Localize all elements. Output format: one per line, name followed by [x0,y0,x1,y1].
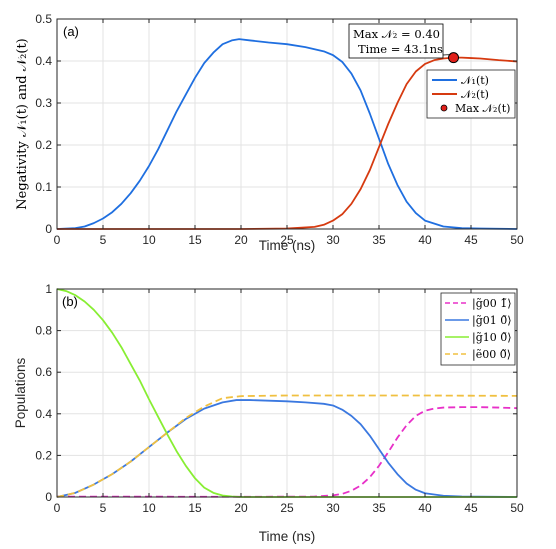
panel-a-ytick-label-0: 0 [45,222,52,236]
panel-a-label: (a) [63,24,79,39]
panel-b-xtick-label-6: 30 [326,501,340,515]
panel-a-ytick-label-5: 0.5 [35,12,52,26]
legend-b-label-3: |ẽ00 0̃⟩ [472,348,511,362]
panel-b-xtick-label-8: 40 [418,501,432,515]
annotation-line2: Time = 43.1ns [358,42,443,56]
panel-a: 0 5 10 15 20 25 30 35 40 45 50 0 0.1 0.2 0.3 0.4 0.5 (a)… [15,12,524,253]
panel-b-xtick-label-5: 25 [280,501,294,515]
panel-b-legend: |g̃00 1̃⟩ |g̃01 0̃⟩ |g̃10 0̃⟩ |ẽ00 0̃⟩ [440,292,516,366]
panel-a-xtick-label-10: 50 [510,233,524,247]
panel-b-xlabel: Time (ns) [259,529,316,544]
panel-b-ytick-label-4: 0.8 [35,324,52,338]
panel-a-xtick-label-2: 10 [142,233,156,247]
panel-b-xtick-label-10: 50 [510,501,524,515]
panel-b-series-line-2 [56,288,517,498]
panel-a-ytick-label-4: 0.4 [35,54,52,68]
panel-b-legend-box [440,292,516,366]
legend-a-marker-swatch [440,104,448,112]
panel-a-ylabel: Negativity 𝒩₁(t) and 𝒩₂(t) [15,38,30,210]
legend-a-label-marker: Max 𝒩₂(t) [455,102,510,115]
panel-b: 0 5 10 15 20 25 30 35 40 45 50 0 0.2 0.4 0.6 0.8 1 (b) T… [13,282,524,544]
annotation-line1: Max 𝒩₂ = 0.40 [353,27,440,41]
panel-b-ytick-label-0: 0 [45,490,52,504]
panel-a-ytick-label-1: 0.1 [35,180,52,194]
panel-a-ticks: 0 5 10 15 20 25 30 35 40 45 50 0 0.1 0.2 0.3 0.4 0.5 [35,12,524,247]
panel-a-xtick-label-8: 40 [418,233,432,247]
legend-a-label-0: 𝒩₁(t) [461,74,489,87]
panel-b-label: (b) [62,294,78,309]
panel-a-xtick-label-7: 35 [372,233,386,247]
panel-b-ytick-label-5: 1 [45,282,52,296]
legend-b-label-2: |g̃10 0̃⟩ [472,331,512,345]
panel-b-series-line-3 [56,394,518,498]
panel-a-xtick-label-3: 15 [188,233,202,247]
panel-a-series-line-1 [57,56,518,230]
panel-b-ytick-label-2: 0.4 [35,407,52,421]
panel-a-xlabel: Time (ns) [259,238,316,253]
panel-b-xtick-label-9: 45 [464,501,478,515]
panel-a-legend: 𝒩₁(t) 𝒩₂(t) Max 𝒩₂(t) [426,69,516,119]
panel-a-ytick-label-2: 0.2 [35,138,52,152]
panel-a-xtick-label-9: 45 [464,233,478,247]
max-annotation: Max 𝒩₂ = 0.40 Time = 43.1ns [348,23,451,59]
panel-b-ticks: 0 5 10 15 20 25 30 35 40 45 50 0 0.2 0.4 0.6 0.8 1 [35,282,524,515]
panel-b-ytick-label-3: 0.6 [35,365,52,379]
max-n2-marker [448,52,460,64]
panel-b-xtick-label-1: 5 [100,501,107,515]
panel-b-series-line-0 [56,406,518,498]
panel-b-xtick-label-2: 10 [142,501,156,515]
panel-a-xtick-label-6: 30 [326,233,340,247]
panel-b-xtick-label-3: 15 [188,501,202,515]
panel-b-xtick-label-7: 35 [372,501,386,515]
panel-b-ytick-label-1: 0.2 [35,448,52,462]
panel-a-series [56,38,518,230]
panel-a-xtick-label-4: 20 [234,233,248,247]
legend-a-label-1: 𝒩₂(t) [461,88,489,101]
panel-a-xtick-label-5: 25 [280,233,294,247]
legend-b-label-0: |g̃00 1̃⟩ [472,297,512,311]
panel-b-xtick-label-0: 0 [54,501,61,515]
panel-a-series-line-0 [56,38,518,230]
panel-a-ytick-label-3: 0.3 [35,96,52,110]
annotation-box [348,23,444,59]
panel-b-xtick-label-4: 20 [234,501,248,515]
panel-b-series [56,288,518,498]
panel-b-ylabel: Populations [13,357,28,428]
panel-a-xtick-label-0: 0 [54,233,61,247]
legend-b-label-1: |g̃01 0̃⟩ [472,314,512,328]
panel-a-xtick-label-1: 5 [100,233,107,247]
